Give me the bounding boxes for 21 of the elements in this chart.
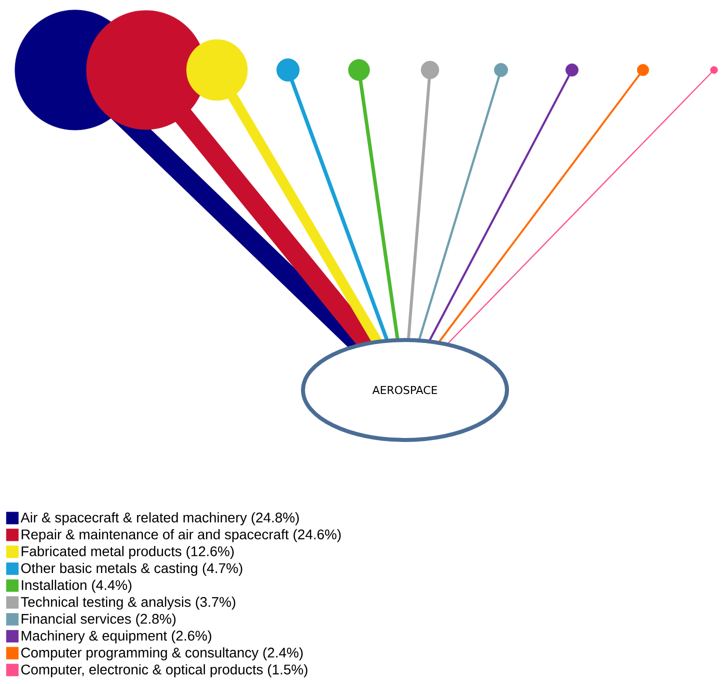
category-label: Technical testing & analysis	[20, 596, 191, 610]
data-label: (24.8%)	[252, 512, 299, 526]
text: AEROSPACE	[372, 386, 438, 394]
data-label: (24.6%)	[294, 529, 341, 542]
category-label: Air & spacecraft & related machinery	[20, 512, 247, 526]
category-label: Installation	[22, 580, 86, 590]
category-label: Computer, electronic & optical products	[21, 664, 263, 678]
category-label: Other basic metals & casting	[21, 562, 198, 576]
category-label: Machinery & equipment	[22, 630, 167, 644]
data-label: (2.4%)	[263, 647, 303, 660]
data-label: (4.4%)	[92, 580, 132, 593]
category-label: Computer programming & consultancy	[21, 647, 259, 660]
category-label: Repair & maintenance of air and spacecraft	[22, 529, 289, 542]
data-label: (1.5%)	[268, 664, 308, 678]
data-label: (2.8%)	[136, 614, 176, 627]
data-label: (12.6%)	[186, 546, 234, 560]
category-label: Fabricated metal products	[22, 546, 182, 560]
data-label: (2.6%)	[172, 630, 212, 644]
data-label: (3.7%)	[196, 596, 236, 610]
category-label: Financial services	[22, 614, 131, 624]
data-label: (4.7%)	[202, 562, 242, 576]
